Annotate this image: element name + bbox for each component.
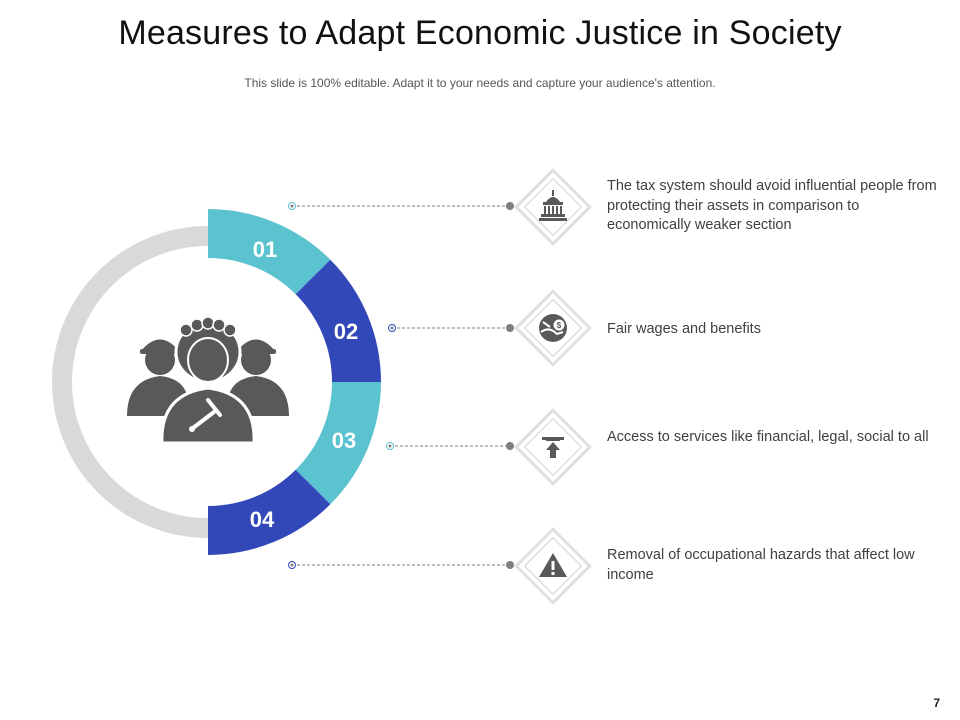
slide-title: Measures to Adapt Economic Justice in So… (118, 14, 842, 52)
judge-and-officers-icon (127, 316, 289, 445)
measure-text-01: The tax system should avoid influential … (607, 178, 937, 233)
svg-text:$: $ (557, 321, 562, 330)
page-number: 7 (933, 696, 940, 710)
connector-01 (288, 202, 514, 210)
measure-text-02: Fair wages and benefits (607, 321, 761, 337)
icon-badge-01 (514, 168, 592, 246)
warning-hazard-icon (539, 553, 567, 577)
segment-01[interactable] (208, 209, 331, 295)
icon-badge-03 (514, 408, 592, 486)
connector-02 (388, 324, 514, 332)
connector-04 (288, 561, 514, 569)
service-access-icon (542, 437, 564, 458)
segment-02[interactable] (295, 259, 381, 382)
government-building-icon (539, 190, 567, 221)
segment-number-02: 02 (334, 319, 358, 344)
segment-04[interactable] (208, 469, 331, 555)
segment-number-01: 01 (253, 237, 277, 262)
measure-text-03: Access to services like financial, legal… (607, 429, 929, 445)
icon-badge-04 (514, 527, 592, 605)
connector-03 (386, 442, 514, 450)
measure-text-04: Removal of occupational hazards that aff… (607, 547, 915, 583)
segment-number-03: 03 (332, 428, 356, 453)
segment-03[interactable] (295, 382, 381, 505)
money-hand-icon: $ (539, 314, 567, 342)
icon-badge-02: $ (514, 289, 592, 367)
slide-subtitle: This slide is 100% editable. Adapt it to… (244, 76, 716, 90)
segment-number-04: 04 (250, 507, 275, 532)
